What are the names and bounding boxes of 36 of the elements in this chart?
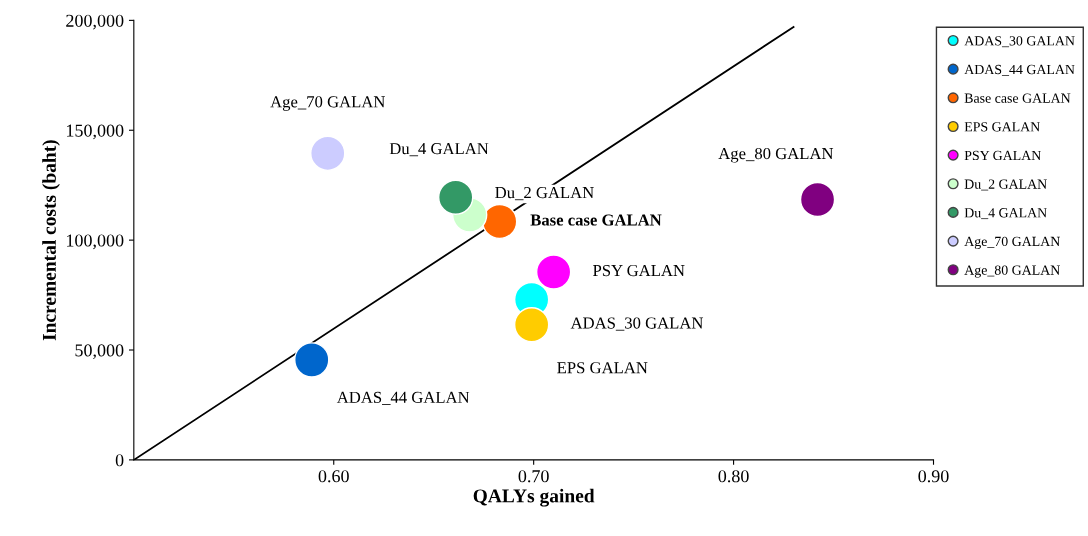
- legend-label: Base case GALAN: [964, 93, 1071, 103]
- annotation: PSY GALAN: [593, 264, 685, 277]
- legend-label: Du_4 GALAN: [964, 208, 1047, 220]
- annotation: ADAS_30 GALAN: [570, 317, 704, 331]
- y-tick-label: 50,000: [75, 344, 124, 360]
- annotation: Base case GALAN: [530, 214, 662, 226]
- point: [481, 203, 518, 240]
- y-tick-label: 100,000: [67, 234, 124, 250]
- annotation: Du_4 GALAN: [389, 143, 489, 157]
- legend-label: Age_70 GALAN: [964, 236, 1060, 249]
- legend-label: Age_80 GALAN: [964, 265, 1060, 278]
- point: [799, 181, 836, 218]
- annotation: Age_70 GALAN: [270, 96, 385, 111]
- legend-label: PSY GALAN: [964, 150, 1041, 161]
- x-tick-label: 0.60: [318, 470, 349, 483]
- annotation: Age_80 GALAN: [718, 147, 834, 163]
- annotation: EPS GALAN: [557, 362, 648, 374]
- y-tick-label: 0: [115, 454, 124, 467]
- point: [310, 135, 346, 172]
- point: [513, 307, 550, 343]
- legend-label: Du_2 GALAN: [964, 179, 1047, 191]
- point: [437, 179, 474, 215]
- legend-label: EPS GALAN: [964, 122, 1040, 132]
- x-tick-label: 0.80: [718, 470, 749, 483]
- y-tick-label: 200,000: [66, 14, 124, 30]
- y-axis-title: Incremental costs (baht): [42, 140, 60, 341]
- x-tick-label: 0.90: [918, 470, 949, 483]
- x-tick-label: 0.70: [518, 470, 549, 483]
- legend-label: ADAS_30 GALAN: [964, 36, 1075, 48]
- annotation: Du_2 GALAN: [495, 186, 594, 201]
- x-axis-title: QALYs gained: [473, 488, 595, 507]
- point: [535, 254, 572, 290]
- annotation: ADAS_44 GALAN: [336, 391, 470, 405]
- y-tick-label: 150,000: [67, 124, 124, 140]
- legend-label: ADAS_44 GALAN: [964, 64, 1075, 76]
- point: [294, 342, 330, 378]
